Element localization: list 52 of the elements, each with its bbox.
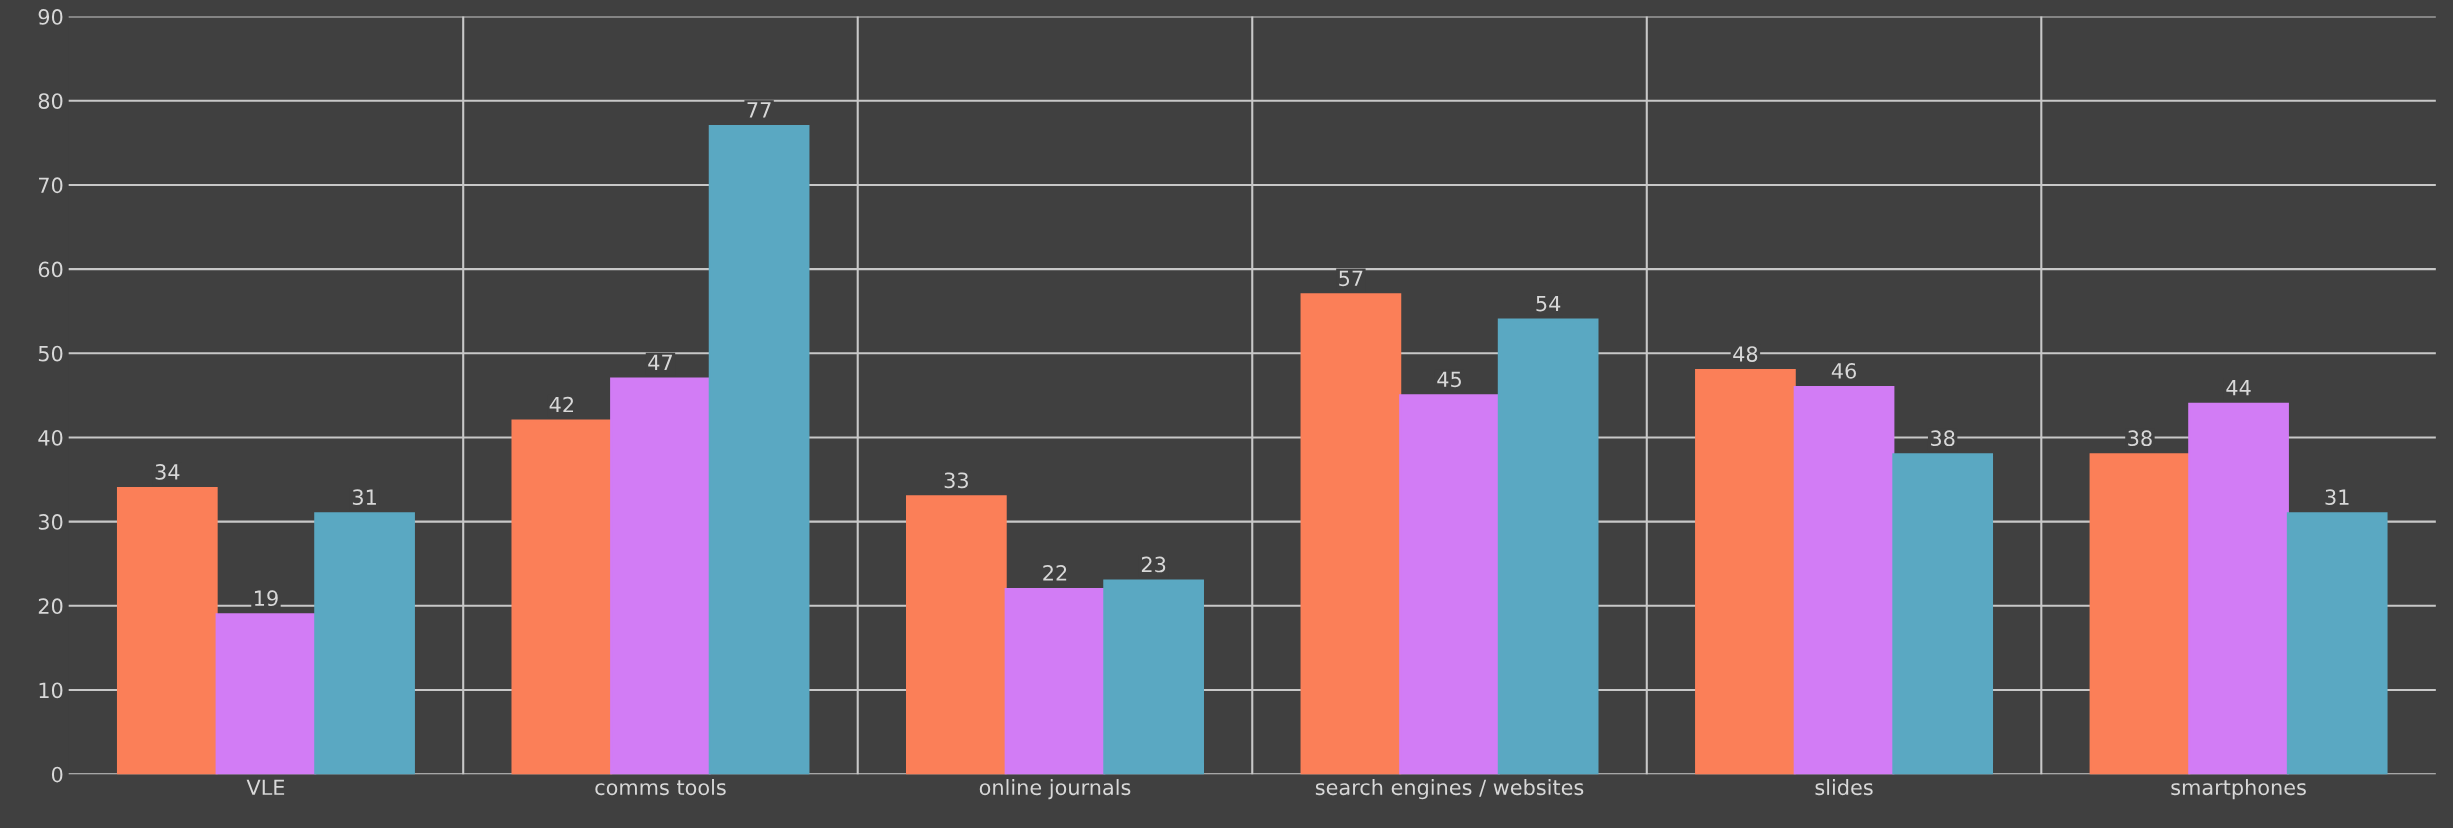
y-tick-label: 70 xyxy=(39,177,63,194)
bar xyxy=(2188,402,2289,775)
y-tick-label: 60 xyxy=(38,261,63,278)
data-label: 31 xyxy=(2325,489,2349,506)
data-label: 44 xyxy=(2226,380,2251,396)
data-label: 47 xyxy=(648,354,672,371)
y-tick-label: 0 xyxy=(51,766,63,783)
data-label: 19 xyxy=(254,590,278,607)
y-tick-label: 80 xyxy=(38,93,63,109)
data-label: 57 xyxy=(1339,270,1363,287)
bar xyxy=(1793,385,1895,775)
bar xyxy=(708,124,810,775)
x-tick-label: VLE xyxy=(246,779,285,795)
data-label: 45 xyxy=(1437,371,1461,388)
data-label: 31 xyxy=(352,489,376,506)
bar xyxy=(511,419,613,775)
bar xyxy=(1892,453,1994,775)
y-tick-label: 10 xyxy=(39,682,63,699)
y-tick-label: 30 xyxy=(38,514,63,530)
data-label: 38 xyxy=(1931,430,1955,447)
x-tick-label: slides xyxy=(1815,779,1873,796)
bar xyxy=(1497,318,1599,775)
x-tick-label: comms tools xyxy=(595,779,726,796)
data-label: 77 xyxy=(747,102,771,118)
data-label: 22 xyxy=(1043,565,1067,581)
data-label: 42 xyxy=(549,396,574,413)
y-tick-label: 50 xyxy=(38,345,63,362)
bar xyxy=(906,495,1007,775)
bar xyxy=(1695,369,1796,775)
x-tick-label: search engines / websites xyxy=(1315,779,1584,800)
bar xyxy=(1103,579,1204,775)
data-label: 48 xyxy=(1733,346,1758,362)
bar xyxy=(314,512,415,775)
bar xyxy=(610,377,711,775)
y-tick-label: 90 xyxy=(38,9,63,25)
data-label: 34 xyxy=(155,464,180,480)
y-tick-label: 20 xyxy=(38,598,63,615)
bar xyxy=(215,613,317,775)
data-label: 23 xyxy=(1141,556,1166,573)
x-tick-label: smartphones xyxy=(2171,779,2306,800)
data-label: 54 xyxy=(1536,295,1561,312)
y-tick-label: 40 xyxy=(38,429,63,446)
data-label: 46 xyxy=(1831,362,1856,379)
data-label: 38 xyxy=(2128,430,2152,447)
bar xyxy=(2286,512,2388,775)
x-tick-label: online journals xyxy=(979,779,1131,800)
bar xyxy=(1004,587,1106,775)
bar xyxy=(1399,394,1500,775)
bar xyxy=(116,486,218,775)
data-label: 33 xyxy=(944,472,968,489)
bar xyxy=(2089,453,2191,775)
bar xyxy=(1300,293,1402,775)
